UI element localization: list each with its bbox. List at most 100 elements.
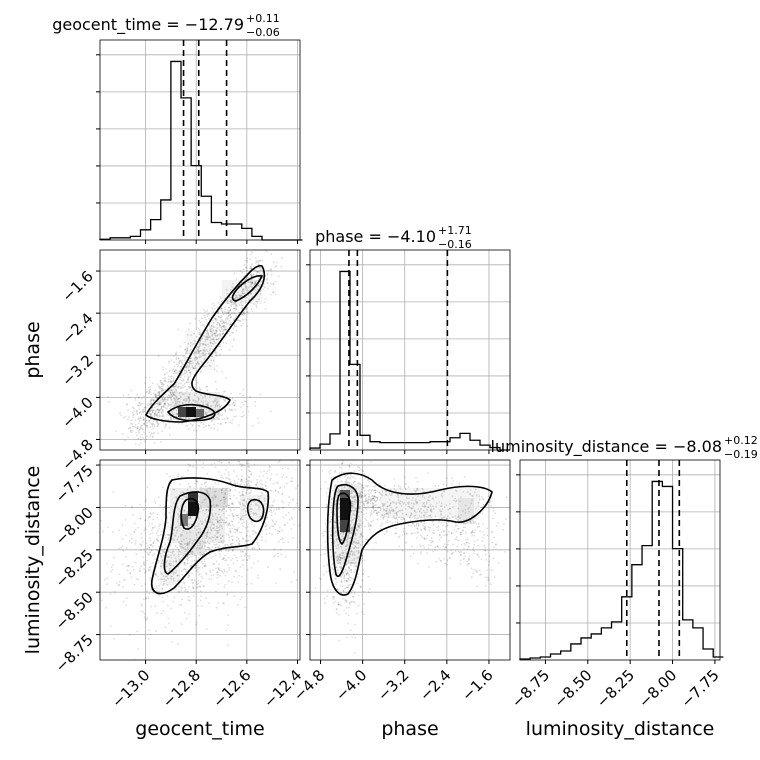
sample-point [177, 328, 180, 331]
sample-point [379, 507, 382, 510]
sample-point [201, 577, 204, 579]
sample-point [343, 557, 346, 559]
sample-point [234, 528, 237, 531]
sample-point [178, 385, 181, 388]
sample-point [137, 418, 140, 421]
sample-point [176, 546, 179, 549]
sample-point [124, 504, 127, 507]
sample-point [149, 403, 151, 406]
sample-point [362, 470, 365, 473]
sample-point [175, 412, 178, 415]
sample-point [274, 293, 277, 295]
sample-point [163, 551, 166, 554]
sample-point [144, 550, 147, 553]
sample-point [457, 539, 460, 542]
sample-point [187, 517, 190, 519]
sample-point [382, 505, 384, 507]
sample-point [253, 282, 256, 285]
sample-point [355, 499, 358, 502]
sample-point [168, 404, 171, 406]
sample-point [384, 490, 387, 493]
sample-point [133, 583, 136, 586]
sample-point [184, 588, 187, 591]
sample-point [201, 337, 203, 340]
sample-point [159, 391, 161, 393]
sample-point [212, 497, 215, 499]
sample-point [373, 497, 375, 500]
sample-point [395, 489, 397, 492]
sample-point [355, 561, 357, 564]
sample-point [338, 639, 341, 642]
sample-point [141, 584, 143, 587]
sample-point [389, 520, 392, 523]
sample-point [176, 363, 178, 366]
sample-point [369, 500, 372, 502]
sample-point [352, 525, 355, 528]
sample-point [351, 490, 354, 493]
sample-point [374, 495, 376, 498]
sample-point [194, 401, 197, 404]
sample-point [160, 405, 163, 408]
sample-point [419, 509, 421, 512]
sample-point [241, 290, 244, 293]
sample-point [420, 521, 423, 524]
sample-point [157, 391, 160, 393]
sample-point [136, 434, 138, 437]
sample-point [360, 494, 363, 496]
sample-point [398, 501, 401, 504]
sample-point [213, 523, 216, 525]
sample-point [224, 584, 226, 586]
sample-point [228, 404, 231, 407]
sample-point [146, 426, 149, 429]
sample-point [195, 363, 198, 365]
sample-point [251, 523, 254, 525]
sample-point [432, 529, 435, 531]
sample-point [268, 466, 271, 469]
sample-point [242, 499, 244, 502]
sample-point [208, 542, 211, 545]
sample-point [196, 356, 199, 359]
sample-point [367, 525, 370, 528]
sample-point [210, 574, 213, 576]
sample-point [192, 367, 195, 369]
sample-point [353, 506, 356, 509]
sample-point [158, 404, 161, 407]
sample-point [258, 271, 261, 274]
sample-point [407, 486, 410, 488]
sample-point [171, 369, 174, 372]
sample-point [245, 261, 248, 263]
sample-point [451, 516, 454, 518]
sample-point [246, 325, 249, 327]
sample-point [385, 509, 387, 512]
sample-point [226, 417, 229, 419]
sample-point [270, 489, 273, 492]
sample-point [202, 451, 204, 453]
sample-point [198, 496, 200, 498]
sample-point [222, 321, 225, 323]
sample-point [229, 490, 232, 492]
sample-point [172, 379, 175, 382]
sample-point [221, 322, 224, 325]
sample-point [230, 299, 232, 302]
sample-point [344, 568, 347, 571]
panel-ld-vs-phase-grid [310, 460, 510, 660]
sample-point [216, 327, 218, 330]
sample-point [373, 489, 376, 492]
sample-point [220, 537, 222, 539]
sample-point [163, 534, 166, 537]
sample-point [187, 417, 190, 419]
sample-point [161, 398, 164, 401]
sample-point [436, 545, 439, 548]
sample-point [367, 505, 370, 507]
sample-point [148, 547, 151, 549]
sample-point [331, 558, 333, 560]
sample-point [218, 521, 221, 524]
sample-point [330, 518, 332, 521]
sample-point [192, 587, 195, 590]
sample-point [445, 484, 448, 486]
sample-point [226, 323, 229, 326]
sample-point [238, 502, 241, 505]
sample-point [427, 472, 430, 474]
sample-point [351, 497, 354, 499]
sample-point [238, 311, 241, 314]
